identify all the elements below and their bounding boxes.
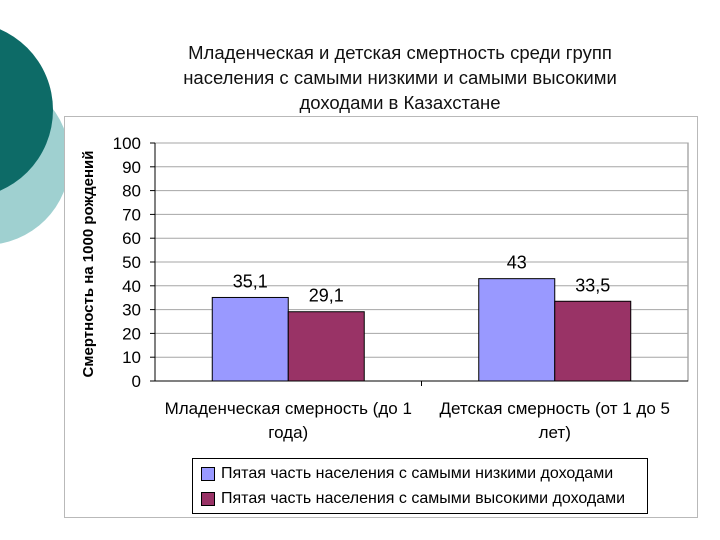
slide-title-line: населения с самыми низкими и самыми высо… — [183, 67, 617, 88]
legend-item-high-income: Пятая часть населения с самыми высокими … — [201, 488, 625, 510]
y-tick-label: 0 — [132, 372, 141, 391]
x-category-label: лет) — [539, 423, 571, 442]
slide-title-line: Младенческая и детская смертность среди … — [188, 42, 612, 63]
bar — [478, 278, 556, 382]
data-label: 35,1 — [233, 271, 268, 291]
legend-label-high-income: Пятая часть населения с самыми высокими … — [221, 490, 626, 507]
decoration-dark-circle — [0, 29, 53, 191]
legend-item-low-income: Пятая часть населения с самыми низкими д… — [201, 463, 613, 485]
legend-swatch-low-income — [201, 467, 215, 481]
legend-swatch-high-income — [201, 492, 215, 506]
y-tick-label: 40 — [122, 277, 141, 296]
y-axis-title: Смертность на 1000 рождений — [80, 151, 97, 378]
bar — [211, 296, 289, 382]
chart-legend: Пятая часть населения с самыми низкими д… — [192, 458, 648, 514]
x-category-label: года) — [268, 423, 308, 442]
y-tick-label: 100 — [113, 134, 141, 153]
data-label: 29,1 — [309, 286, 344, 306]
y-tick-label: 70 — [122, 205, 141, 224]
slide-title-line: доходами в Казахстане — [299, 92, 501, 113]
x-category-label: Младенческая смерность (до 1 — [165, 399, 412, 418]
y-tick-label: 20 — [122, 324, 141, 343]
y-tick-label: 60 — [122, 229, 141, 248]
bar — [287, 311, 365, 382]
y-tick-label: 50 — [122, 253, 141, 272]
bar — [554, 300, 632, 382]
data-label: 33,5 — [575, 275, 610, 295]
slide-title: Младенческая и детская смертность среди … — [120, 40, 680, 115]
y-tick-label: 10 — [122, 348, 141, 367]
legend-label-low-income: Пятая часть населения с самыми низкими д… — [221, 465, 614, 482]
y-tick-label: 30 — [122, 301, 141, 320]
y-tick-label: 80 — [122, 182, 141, 201]
y-tick-label: 90 — [122, 158, 141, 177]
data-label: 43 — [507, 253, 527, 273]
x-category-label: Детская смерность (от 1 до 5 — [440, 399, 670, 418]
slide-decoration — [0, 29, 70, 244]
